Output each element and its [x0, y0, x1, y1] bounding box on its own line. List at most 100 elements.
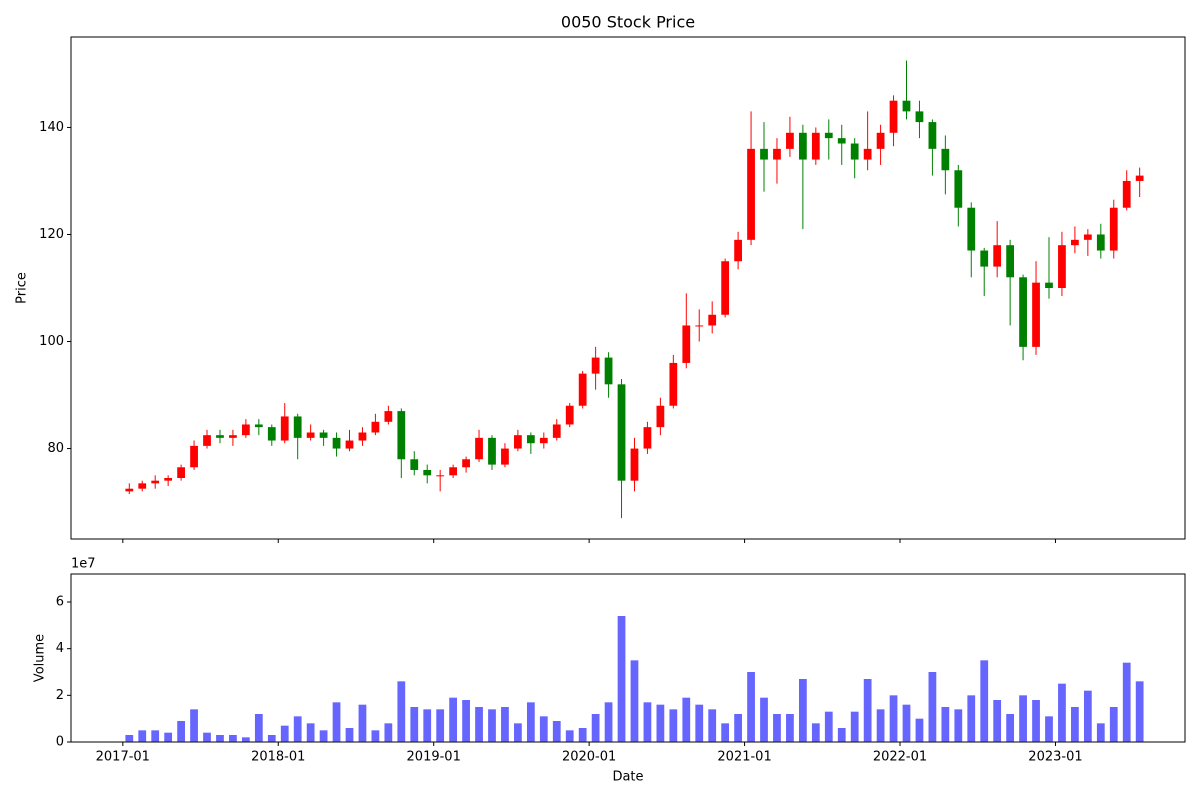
candle-body	[293, 416, 302, 438]
volume-bar	[332, 702, 341, 742]
candle-body	[241, 424, 250, 436]
volume-bar	[1058, 683, 1066, 742]
candle-body	[164, 477, 173, 481]
volume-bar	[591, 714, 600, 742]
volume-bar	[889, 695, 898, 742]
volume-bar	[565, 730, 574, 742]
volume-bar	[345, 728, 354, 742]
volume-bar	[734, 714, 742, 742]
candle-body	[267, 427, 276, 441]
volume-bar	[552, 721, 561, 742]
volume-bar	[449, 697, 458, 742]
candle-body	[863, 148, 872, 160]
volume-bar	[177, 721, 185, 742]
volume-bar	[773, 714, 781, 742]
plot-frame	[70, 36, 1186, 540]
volume-bar	[526, 702, 535, 742]
candle-body	[332, 437, 341, 449]
volume-bar	[1019, 695, 1027, 742]
volume-bar	[1083, 690, 1092, 742]
candle-body	[449, 467, 458, 476]
candle-body	[837, 138, 846, 144]
volume-bar	[643, 702, 652, 742]
y-tick-label: 120	[39, 227, 64, 242]
candle-body	[151, 480, 160, 484]
candle-body	[488, 437, 496, 465]
volume-bar	[578, 728, 587, 742]
volume-bar	[669, 709, 678, 742]
candle-body	[630, 448, 639, 481]
y-axis-label: Volume	[33, 634, 48, 682]
candle-body	[384, 411, 393, 422]
x-tick-label: 2018-01	[251, 750, 305, 765]
candle-body	[967, 207, 976, 251]
volume-bar	[1006, 714, 1015, 742]
candle-body	[280, 416, 289, 441]
candle-body	[643, 427, 652, 449]
volume-bar	[656, 704, 665, 742]
volume-bar	[254, 714, 263, 742]
candle-body	[552, 424, 561, 438]
volume-bar	[1045, 716, 1053, 742]
candle-body	[786, 132, 794, 149]
volume-bar	[721, 723, 730, 742]
candle-body	[876, 132, 885, 149]
candle-body	[216, 435, 224, 438]
candle-body	[889, 100, 898, 133]
axis-offset: 1e7	[71, 557, 96, 572]
candle-body	[358, 432, 367, 441]
candle-body	[514, 435, 522, 449]
volume-bar	[876, 709, 885, 742]
candle-body	[850, 143, 859, 160]
candle-body	[1083, 234, 1092, 240]
y-tick-label: 4	[56, 641, 64, 656]
candle-body	[1032, 282, 1040, 347]
volume-bar	[397, 681, 406, 742]
candle-body	[501, 448, 509, 465]
candle-body	[993, 245, 1002, 267]
candle-body	[928, 122, 937, 149]
candle-body	[319, 432, 328, 438]
volume-bar	[501, 707, 509, 742]
candle-body	[773, 148, 781, 160]
candle-body	[980, 250, 989, 267]
volume-bar	[293, 716, 302, 742]
candle-body	[656, 405, 665, 428]
candle-body	[578, 373, 587, 406]
x-tick-label: 2023-01	[1028, 750, 1082, 765]
candle-body	[734, 239, 742, 262]
volume-bar	[267, 735, 276, 742]
candle-body	[436, 475, 445, 477]
candle-body	[410, 459, 419, 470]
y-tick-label: 140	[39, 120, 64, 135]
candle-body	[190, 445, 198, 468]
volume-bar	[928, 672, 937, 742]
volume-bar	[280, 725, 289, 742]
x-tick-label: 2020-01	[562, 750, 616, 765]
y-tick-label: 2	[56, 688, 64, 703]
volume-bar	[837, 728, 846, 742]
candle-body	[902, 100, 911, 112]
candle-body	[397, 411, 406, 460]
candle-body	[708, 314, 717, 326]
candle-body	[475, 437, 483, 460]
volume-bar	[1096, 723, 1105, 742]
volume-bar	[319, 730, 328, 742]
volume-bar	[539, 716, 548, 742]
volume-bar	[760, 697, 768, 742]
volume-bar	[410, 707, 419, 742]
candle-body	[371, 421, 380, 433]
candle-body	[954, 170, 963, 208]
volume-bar	[863, 679, 872, 742]
candle-body	[1045, 282, 1053, 288]
candle-body	[824, 132, 833, 139]
candle-body	[760, 148, 768, 160]
volume-bar	[371, 730, 380, 742]
volume-bar	[954, 709, 963, 742]
plot-frame	[70, 573, 1186, 743]
candle-body	[1058, 245, 1066, 288]
volume-bar	[617, 616, 626, 742]
candle-body	[915, 111, 924, 123]
volume-bar	[915, 718, 924, 742]
